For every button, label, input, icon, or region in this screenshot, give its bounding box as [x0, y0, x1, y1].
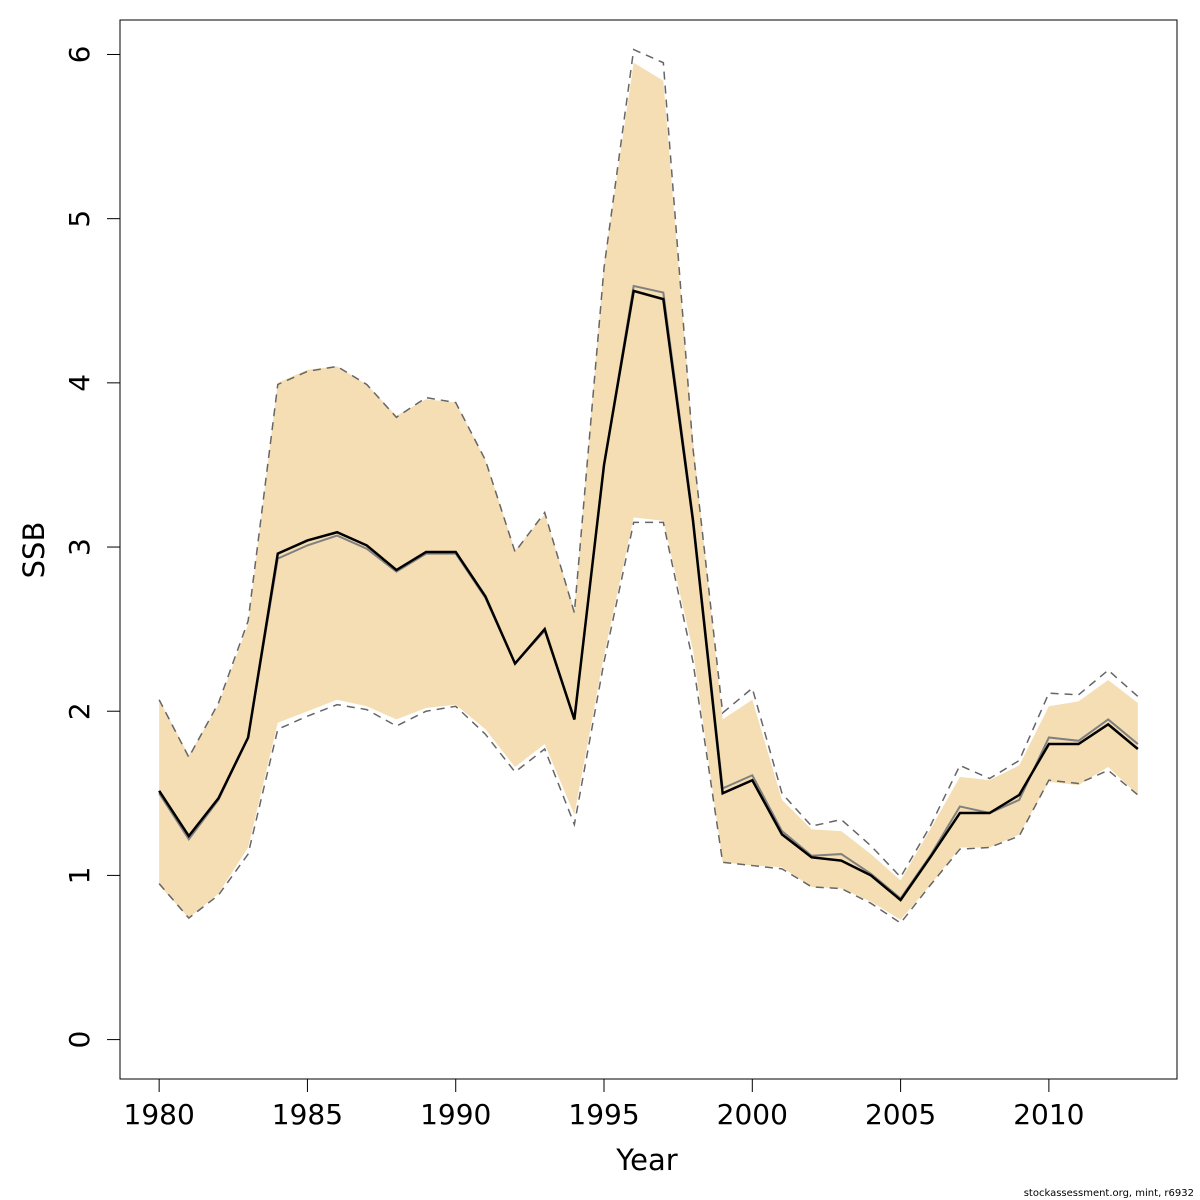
y-tick-label: 2: [63, 702, 96, 720]
y-tick-label: 3: [63, 538, 96, 556]
y-axis-label: SSB: [17, 522, 51, 579]
y-tick-label: 5: [63, 210, 96, 228]
series-line: [158, 284, 1139, 900]
x-tick-label: 1980: [124, 1098, 195, 1131]
y-tick-label: 4: [63, 374, 96, 392]
series-line: [158, 521, 1139, 925]
x-axis-label: Year: [615, 1143, 677, 1177]
y-tick-label: 0: [63, 1031, 96, 1049]
x-tick-label: 1990: [420, 1098, 491, 1131]
confidence-band: [159, 62, 1138, 920]
x-tick-label: 1995: [568, 1098, 639, 1131]
y-tick-label: 6: [63, 46, 96, 64]
series-line: [158, 48, 1139, 879]
y-tick-label: 1: [63, 866, 96, 884]
x-tick-label: 1985: [272, 1098, 343, 1131]
x-tick-label: 2000: [717, 1098, 788, 1131]
x-tick-label: 2010: [1013, 1098, 1084, 1131]
x-tick-label: 2005: [865, 1098, 936, 1131]
footnote: stockassessment.org, mint, r6932: [1024, 1188, 1194, 1199]
series-line: [158, 289, 1139, 902]
